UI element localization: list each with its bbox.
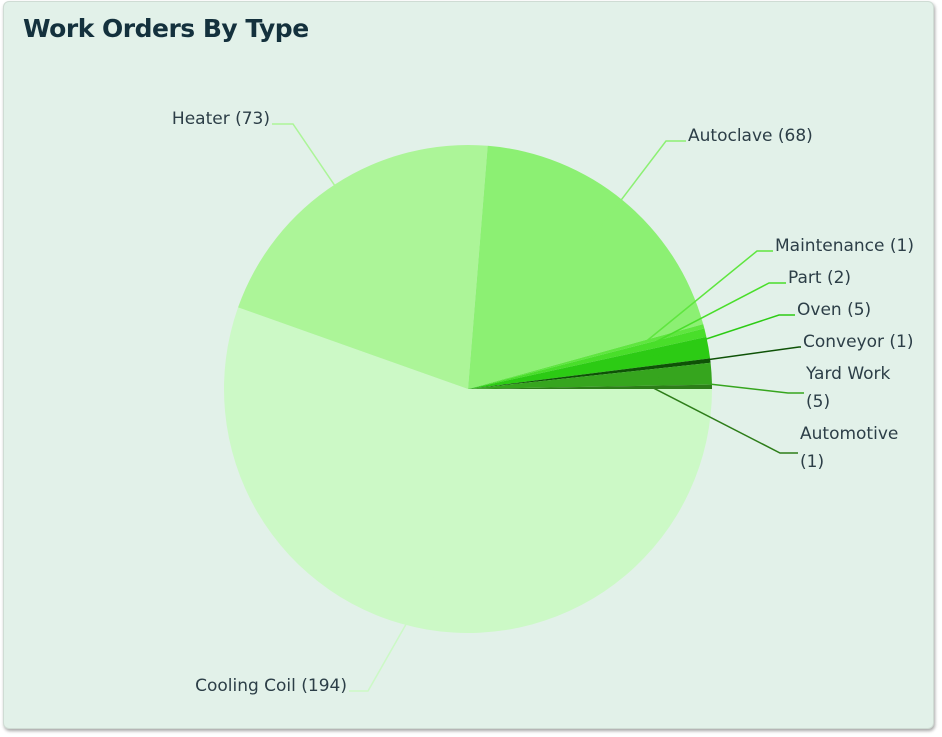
- slice-label-automotive: Automotive (1): [800, 424, 898, 472]
- pie-slices: [223, 144, 712, 634]
- leader-line-conveyor: [650, 346, 801, 369]
- pie-slice-oven[interactable]: [468, 336, 711, 389]
- pie-slice-autoclave[interactable]: [468, 145, 704, 389]
- slice-label-heater: Heater (73): [172, 109, 270, 129]
- slice-label-cooling-coil: Cooling Coil (194): [195, 676, 347, 696]
- leader-line-automotive: [651, 386, 798, 454]
- pie-slice-conveyor[interactable]: [468, 358, 711, 389]
- slice-labels: Cooling Coil (194) Heater (73) Autoclave (…: [172, 109, 914, 696]
- leader-line-part: [646, 282, 786, 348]
- pie-slice-automotive[interactable]: [468, 384, 712, 389]
- pie-slice-yard-work[interactable]: [468, 362, 712, 389]
- leader-line-heater: [272, 123, 369, 235]
- slice-label-part: Part (2): [788, 268, 851, 288]
- leader-lines: [272, 123, 804, 692]
- slice-label-autoclave: Autoclave (68): [688, 126, 813, 146]
- leader-line-autoclave: [584, 140, 686, 248]
- pie-slice-maintenance[interactable]: [468, 324, 705, 389]
- leader-line-oven: [649, 314, 795, 359]
- slice-label-oven: Oven (5): [797, 300, 871, 320]
- chart-title: Work Orders By Type: [23, 14, 309, 43]
- leader-line-maintenance: [645, 250, 773, 343]
- slice-label-yard-work: Yard Work (5): [805, 364, 891, 412]
- pie-slice-heater[interactable]: [238, 144, 488, 389]
- leader-line-yard-work: [651, 376, 804, 394]
- slice-label-maintenance: Maintenance (1): [775, 236, 914, 256]
- leader-line-cooling-coil: [349, 569, 438, 692]
- pie-slice-cooling-coil[interactable]: [223, 307, 712, 634]
- slice-label-conveyor: Conveyor (1): [803, 332, 914, 352]
- pie-slice-part[interactable]: [468, 328, 707, 389]
